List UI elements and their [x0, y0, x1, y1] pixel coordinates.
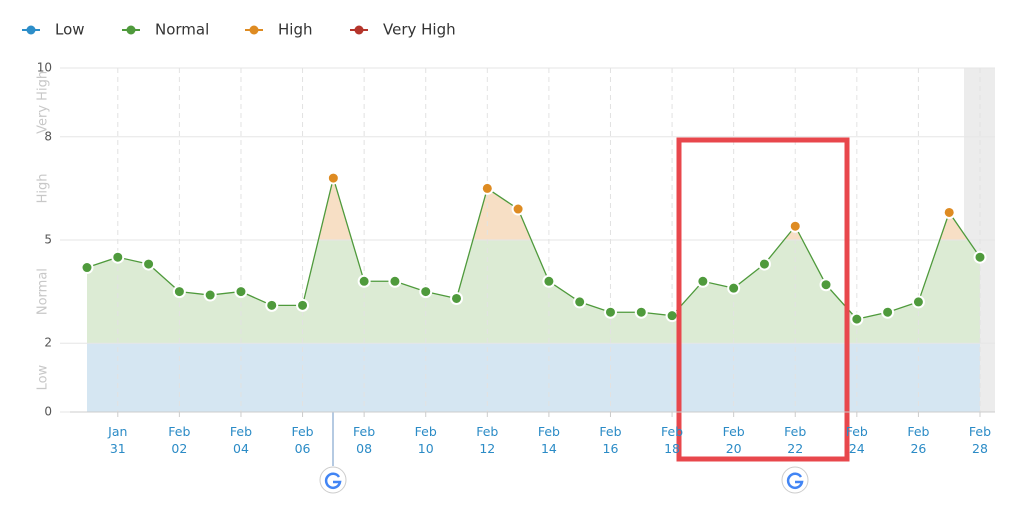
point: [265, 298, 279, 312]
point: [727, 281, 741, 295]
point: [142, 257, 156, 271]
point: [757, 257, 771, 271]
x-tick-label: Feb 06: [291, 424, 314, 456]
point: [234, 285, 248, 299]
point: [942, 205, 956, 219]
y-tick-label: 2: [44, 336, 52, 350]
point: [573, 295, 587, 309]
point: [665, 309, 679, 323]
y-tick-label: 8: [44, 129, 52, 143]
highlight-box: [676, 137, 850, 462]
point: [819, 278, 833, 292]
point: [388, 274, 402, 288]
y-tick-label: 10: [37, 61, 52, 75]
band-area: [87, 68, 980, 137]
point: [480, 181, 494, 195]
legend-label: Low: [55, 21, 85, 39]
x-tick-label: Feb 14: [537, 424, 560, 456]
point: [634, 305, 648, 319]
band-label: Very High: [36, 71, 51, 134]
google-icon: [781, 466, 809, 494]
point: [511, 202, 525, 216]
point: [603, 305, 617, 319]
point: [203, 288, 217, 302]
google-icon: [319, 466, 347, 494]
x-tick-label: Feb 10: [414, 424, 437, 456]
legend-swatch: [249, 25, 259, 35]
band-area: [87, 343, 980, 412]
point: [357, 274, 371, 288]
y-tick-label: 0: [44, 405, 52, 419]
x-tick-label: Feb 12: [476, 424, 499, 456]
point: [788, 219, 802, 233]
point: [326, 171, 340, 185]
x-tick-label: Feb 16: [599, 424, 622, 456]
point: [696, 274, 710, 288]
y-tick-label: 5: [44, 233, 52, 247]
point: [450, 291, 464, 305]
point: [419, 285, 433, 299]
x-tick-label: Feb 04: [229, 424, 253, 456]
point: [911, 295, 925, 309]
legend-swatch: [126, 25, 136, 35]
legend-label: High: [278, 21, 312, 39]
point: [172, 285, 186, 299]
x-tick-label: Feb 22: [784, 424, 807, 456]
legend-label: Very High: [383, 21, 456, 39]
x-tick-label: Feb 02: [168, 424, 191, 456]
point: [542, 274, 556, 288]
point: [296, 298, 310, 312]
point: [881, 305, 895, 319]
legend-swatch: [354, 25, 364, 35]
x-tick-label: Feb 28: [968, 424, 992, 456]
x-tick-label: Jan 31: [108, 424, 128, 456]
x-tick-label: Feb 20: [722, 424, 745, 456]
band-label: Low: [36, 364, 51, 390]
band-label: Normal: [36, 268, 51, 315]
x-tick-label: Feb 26: [907, 424, 930, 456]
point: [973, 250, 987, 264]
point: [111, 250, 125, 264]
legend-label: Normal: [155, 21, 209, 39]
point: [80, 261, 94, 275]
point: [850, 312, 864, 326]
x-tick-label: Feb 08: [353, 424, 376, 456]
band-label: High: [36, 173, 51, 203]
legend-swatch: [26, 25, 36, 35]
x-tick-label: Feb 18: [660, 424, 684, 456]
x-tick-label: Feb 24: [845, 424, 868, 456]
